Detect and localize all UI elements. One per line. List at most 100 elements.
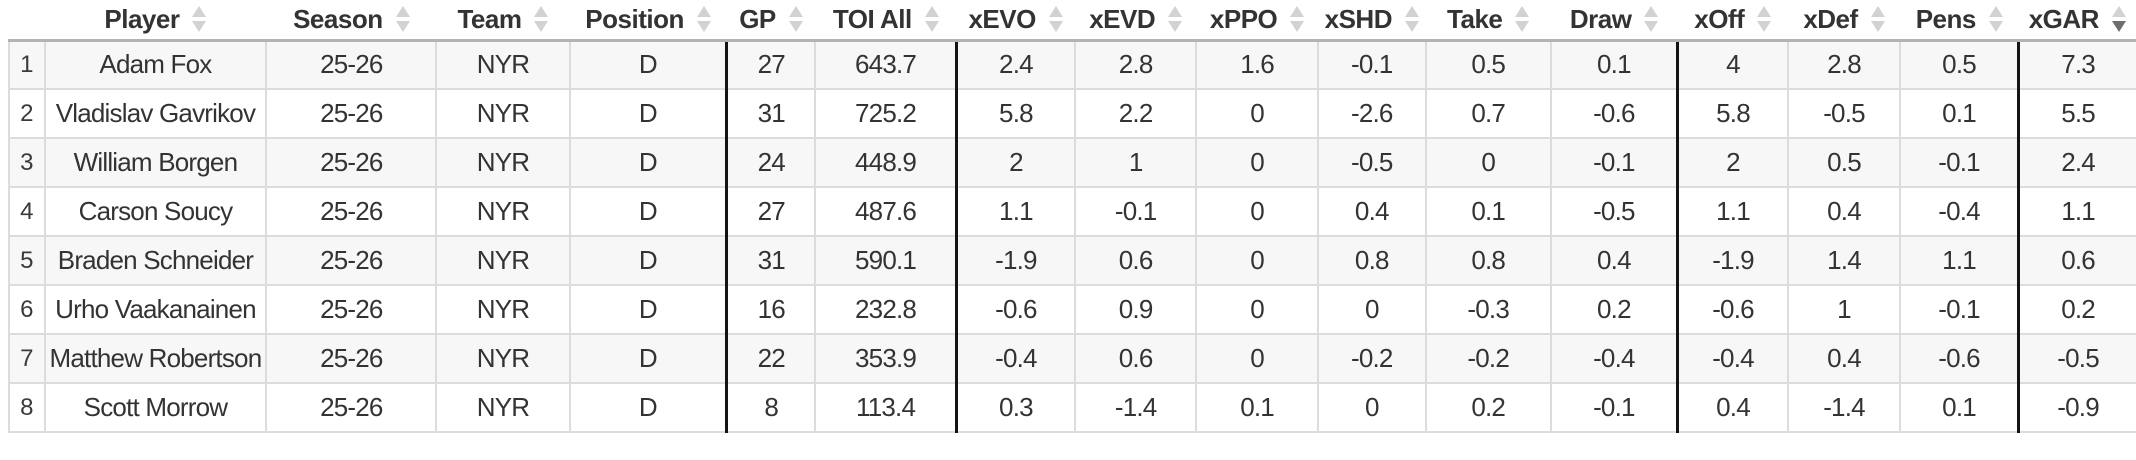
cell-xevd: 2.2 [1074, 88, 1198, 139]
column-header-xevo[interactable]: xEVO [956, 0, 1076, 42]
cell-team: NYR [435, 284, 571, 335]
cell-xdef: 0.5 [1787, 137, 1901, 188]
cell-pens: -0.4 [1898, 186, 2020, 237]
cell-take: -0.3 [1424, 284, 1552, 335]
sort-arrows-icon [1515, 6, 1530, 33]
cell-xoff: 1.1 [1675, 186, 1790, 237]
cell-season: 25-26 [265, 235, 438, 286]
cell-team: NYR [435, 186, 571, 237]
cell-gp: 22 [724, 333, 817, 384]
column-header-take[interactable]: Take [1425, 0, 1551, 42]
table-row: 6 Urho Vaakanainen 25-26 NYR D 16 232.8 -0.6 0.9… [8, 284, 2136, 335]
cell-take: 0.7 [1424, 88, 1552, 139]
cell-xevo: 1.1 [954, 186, 1077, 237]
cell-player: Braden Schneider [43, 235, 268, 286]
sort-arrows-icon [192, 6, 207, 33]
cell-draw: -0.1 [1549, 382, 1679, 433]
cell-player: Urho Vaakanainen [43, 284, 268, 335]
cell-xgar: 5.5 [2017, 88, 2136, 139]
cell-draw: -0.6 [1549, 88, 1679, 139]
cell-xevo: 0.3 [954, 382, 1077, 433]
column-header-toi-all[interactable]: TOI All [815, 0, 957, 42]
cell-gp: 31 [724, 88, 817, 139]
cell-toi-all: 590.1 [814, 235, 958, 286]
row-number: 8 [8, 382, 46, 433]
cell-take: 0 [1424, 137, 1552, 188]
cell-xdef: -1.4 [1787, 382, 1901, 433]
cell-xppo: 0 [1195, 284, 1320, 335]
cell-position: D [568, 333, 728, 384]
cell-team: NYR [435, 333, 571, 384]
column-label-team: Team [457, 3, 522, 34]
table-row: 1 Adam Fox 25-26 NYR D 27 643.7 2.4 2.8 1.6 -0.1 0.… [8, 39, 2136, 90]
column-label-pens: Pens [1915, 3, 1977, 34]
column-label-draw: Draw [1569, 3, 1632, 34]
column-header-xshd[interactable]: xSHD [1318, 0, 1426, 42]
column-header-xoff[interactable]: xOff [1677, 0, 1789, 42]
cell-xevd: 0.6 [1074, 235, 1198, 286]
cell-draw: -0.4 [1549, 333, 1679, 384]
cell-team: NYR [435, 137, 571, 188]
column-header-xdef[interactable]: xDef [1788, 0, 1900, 42]
column-header-xevd[interactable]: xEVD [1075, 0, 1197, 42]
column-header-position[interactable]: Position [569, 0, 727, 42]
cell-xppo: 0 [1195, 186, 1320, 237]
cell-gp: 27 [724, 186, 817, 237]
cell-xdef: 1 [1787, 284, 1901, 335]
cell-xevo: -1.9 [954, 235, 1077, 286]
cell-xgar: 2.4 [2017, 137, 2136, 188]
cell-xgar: -0.9 [2017, 382, 2136, 433]
cell-xoff: -0.4 [1675, 333, 1790, 384]
cell-team: NYR [435, 88, 571, 139]
cell-xgar: 0.2 [2017, 284, 2136, 335]
column-label-gp: GP [739, 3, 776, 34]
sort-arrows-icon [1048, 6, 1063, 33]
column-header-season[interactable]: Season [266, 0, 437, 42]
cell-xevd: 0.6 [1074, 333, 1198, 384]
cell-season: 25-26 [265, 88, 438, 139]
cell-xdef: 0.4 [1787, 186, 1901, 237]
cell-xdef: 0.4 [1787, 333, 1901, 384]
cell-pens: -0.6 [1898, 333, 2020, 384]
cell-position: D [568, 235, 728, 286]
cell-pens: 1.1 [1898, 235, 2020, 286]
cell-season: 25-26 [265, 333, 438, 384]
cell-pens: 0.5 [1898, 39, 2020, 90]
row-number: 4 [8, 186, 46, 237]
cell-xgar: 1.1 [2017, 186, 2136, 237]
cell-position: D [568, 186, 728, 237]
column-header-xgar[interactable]: xGAR [2018, 0, 2136, 42]
cell-xshd: -0.5 [1317, 137, 1427, 188]
cell-draw: 0.1 [1549, 39, 1679, 90]
sort-arrows-icon [788, 6, 803, 33]
sort-arrows-icon [1988, 6, 2003, 33]
row-number-header [9, 0, 45, 42]
cell-take: 0.5 [1424, 39, 1552, 90]
cell-pens: 0.1 [1898, 88, 2020, 139]
column-label-xppo: xPPO [1209, 3, 1278, 34]
cell-season: 25-26 [265, 39, 438, 90]
cell-xoff: 4 [1675, 39, 1790, 90]
cell-season: 25-26 [265, 382, 438, 433]
row-number: 2 [8, 88, 46, 139]
column-header-xppo[interactable]: xPPO [1196, 0, 1319, 42]
cell-xshd: -0.1 [1317, 39, 1427, 90]
column-header-gp[interactable]: GP [726, 0, 816, 42]
cell-player: William Borgen [43, 137, 268, 188]
cell-xevd: 2.8 [1074, 39, 1198, 90]
cell-take: 0.2 [1424, 382, 1552, 433]
cell-toi-all: 448.9 [814, 137, 958, 188]
column-label-take: Take [1447, 3, 1503, 34]
cell-season: 25-26 [265, 284, 438, 335]
cell-player: Matthew Robertson [43, 333, 268, 384]
column-header-draw[interactable]: Draw [1550, 0, 1678, 42]
cell-toi-all: 643.7 [814, 39, 958, 90]
cell-player: Vladislav Gavrikov [43, 88, 268, 139]
column-header-player[interactable]: Player [44, 0, 267, 42]
cell-player: Carson Soucy [43, 186, 268, 237]
cell-pens: 0.1 [1898, 382, 2020, 433]
column-label-xevd: xEVD [1089, 3, 1156, 34]
column-header-team[interactable]: Team [436, 0, 570, 42]
cell-xoff: 0.4 [1675, 382, 1790, 433]
column-header-pens[interactable]: Pens [1899, 0, 2019, 42]
